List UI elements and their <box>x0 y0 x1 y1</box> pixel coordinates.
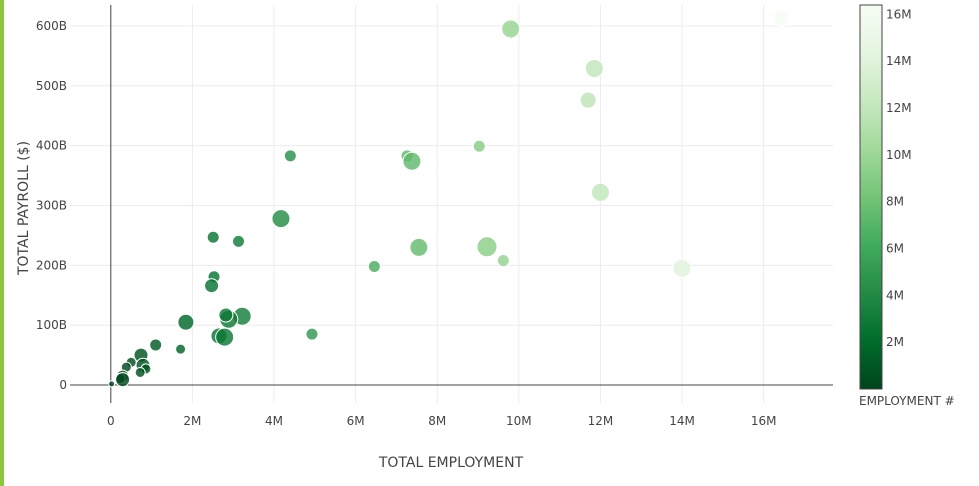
colorbar-tick-label: 2M <box>886 335 904 349</box>
data-point <box>402 151 422 171</box>
colorbar-tick-label: 14M <box>886 54 912 68</box>
colorbar-tick-label: 10M <box>886 148 912 162</box>
data-point <box>204 278 220 294</box>
x-tick-label: 12M <box>588 414 614 428</box>
data-point <box>115 372 131 388</box>
colorbar-tick-label: 4M <box>886 288 904 302</box>
data-point <box>584 58 604 78</box>
data-point <box>672 258 692 278</box>
data-point <box>134 366 146 378</box>
data-point <box>409 237 429 257</box>
y-tick-label: 400B <box>36 139 67 153</box>
colorbar-tick-label: 12M <box>886 101 912 115</box>
data-point <box>149 338 163 352</box>
data-point <box>501 19 521 39</box>
x-axis-title: TOTAL EMPLOYMENT <box>378 455 524 471</box>
left-accent-bar <box>0 0 4 486</box>
colorbar-tick-label: 8M <box>886 195 904 209</box>
axes <box>70 5 833 403</box>
data-point <box>215 327 235 347</box>
data-point <box>472 139 486 153</box>
x-tick-label: 10M <box>506 414 532 428</box>
y-tick-label: 0 <box>59 378 67 392</box>
x-tick-label: 16M <box>751 414 777 428</box>
colorbar: 2M 4M 6M 8M 10M 12M 14M 16M EMPLOYMENT # <box>859 4 955 408</box>
y-axis-title: TOTAL PAYROLL ($) <box>16 141 32 276</box>
colorbar-tick-label: 16M <box>886 7 912 21</box>
x-tick-label: 14M <box>669 414 695 428</box>
y-tick-label: 300B <box>36 198 67 212</box>
data-point <box>232 234 246 248</box>
data-point <box>271 209 291 229</box>
colorbar-tick-label: 6M <box>886 242 904 256</box>
data-point <box>590 182 610 202</box>
data-point <box>367 260 381 274</box>
data-point <box>579 91 597 109</box>
data-point <box>476 236 498 258</box>
y-axis-ticks: 0 100B 200B 300B 400B 500B 600B <box>36 19 67 392</box>
data-point <box>218 307 234 323</box>
data-point <box>305 327 319 341</box>
x-axis-ticks: 0 2M 4M 6M 8M 10M 12M 14M 16M <box>107 414 776 428</box>
data-point <box>772 9 790 27</box>
grid-lines <box>70 5 833 403</box>
colorbar-scale <box>859 4 883 390</box>
colorbar-title: EMPLOYMENT # <box>859 394 955 408</box>
data-point <box>283 149 297 163</box>
data-point <box>175 343 187 355</box>
data-point <box>108 380 116 388</box>
data-point <box>496 254 510 268</box>
x-tick-label: 8M <box>428 414 446 428</box>
y-tick-label: 600B <box>36 19 67 33</box>
x-tick-label: 4M <box>265 414 283 428</box>
x-tick-label: 6M <box>347 414 365 428</box>
y-tick-label: 100B <box>36 318 67 332</box>
data-points <box>108 9 790 388</box>
colorbar-ticks: 2M 4M 6M 8M 10M 12M 14M 16M <box>886 7 912 349</box>
data-point <box>177 313 195 331</box>
x-tick-label: 0 <box>107 414 115 428</box>
data-point <box>206 230 220 244</box>
x-tick-label: 2M <box>183 414 201 428</box>
y-tick-label: 500B <box>36 79 67 93</box>
y-tick-label: 200B <box>36 258 67 272</box>
